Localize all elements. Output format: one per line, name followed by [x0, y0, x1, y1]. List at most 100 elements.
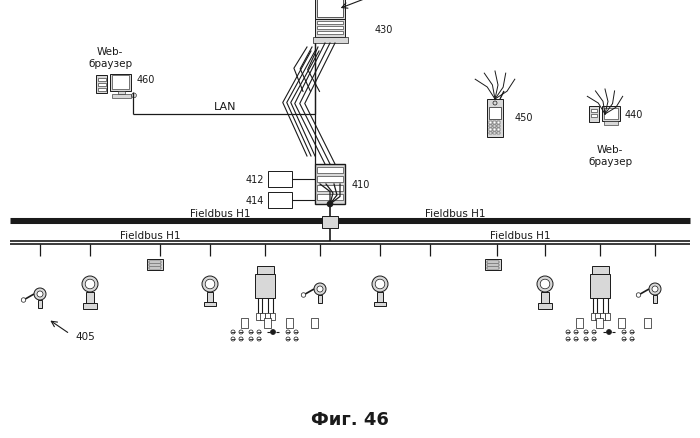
Bar — [487, 261, 498, 263]
Bar — [317, 0, 343, 18]
Bar — [497, 125, 500, 128]
Text: 430: 430 — [375, 25, 393, 35]
Bar — [605, 313, 610, 320]
Bar — [270, 313, 275, 320]
Bar — [83, 304, 97, 309]
Bar — [312, 38, 347, 44]
Bar — [317, 168, 343, 173]
Circle shape — [132, 94, 136, 99]
Circle shape — [622, 337, 626, 341]
Circle shape — [231, 337, 235, 341]
Circle shape — [202, 276, 218, 292]
Circle shape — [592, 330, 596, 334]
Text: 414: 414 — [246, 195, 264, 205]
Bar — [317, 177, 343, 183]
Bar — [600, 313, 605, 320]
Bar — [602, 106, 620, 121]
Circle shape — [239, 330, 243, 334]
Circle shape — [82, 276, 98, 292]
Circle shape — [636, 293, 641, 297]
Bar — [541, 292, 549, 304]
Circle shape — [286, 337, 290, 341]
Bar — [576, 318, 583, 328]
Bar — [149, 267, 160, 269]
Bar — [260, 313, 265, 320]
Bar — [538, 304, 552, 309]
Bar — [377, 292, 383, 302]
Text: Fieldbus H1: Fieldbus H1 — [120, 230, 181, 240]
Bar — [589, 107, 599, 123]
Bar — [322, 216, 338, 229]
Bar — [497, 129, 500, 131]
Text: 450: 450 — [515, 113, 533, 123]
Bar — [98, 79, 106, 82]
Bar — [315, 0, 345, 20]
Bar — [493, 125, 496, 128]
Circle shape — [231, 330, 235, 334]
Bar — [493, 129, 496, 131]
Bar — [149, 264, 160, 266]
Circle shape — [257, 330, 261, 334]
Circle shape — [21, 298, 26, 303]
Bar — [204, 302, 216, 307]
Circle shape — [584, 337, 588, 341]
Bar — [86, 292, 94, 304]
Bar — [489, 122, 492, 124]
Text: Fieldbus H1: Fieldbus H1 — [190, 208, 251, 219]
Circle shape — [257, 337, 261, 341]
Text: 405: 405 — [75, 331, 94, 341]
Circle shape — [205, 279, 215, 289]
Bar — [318, 295, 322, 303]
Circle shape — [294, 337, 298, 341]
Circle shape — [606, 330, 612, 335]
Circle shape — [317, 286, 323, 292]
Bar — [256, 266, 274, 274]
Circle shape — [372, 276, 388, 292]
Circle shape — [327, 201, 333, 208]
Circle shape — [574, 330, 578, 334]
Bar — [286, 318, 293, 328]
Bar — [489, 132, 492, 135]
Bar — [206, 292, 214, 302]
Bar — [487, 264, 498, 266]
Text: Web-
браузер: Web- браузер — [588, 145, 632, 166]
Bar — [493, 122, 496, 124]
Bar — [591, 110, 597, 113]
Circle shape — [566, 330, 570, 334]
Circle shape — [493, 102, 497, 106]
Bar — [315, 165, 345, 205]
Text: Fieldbus H1: Fieldbus H1 — [425, 208, 485, 219]
Circle shape — [249, 330, 253, 334]
Circle shape — [270, 330, 276, 335]
Circle shape — [301, 293, 306, 297]
Bar — [487, 267, 498, 269]
Bar — [590, 274, 610, 298]
Circle shape — [652, 286, 658, 292]
Bar — [112, 76, 130, 89]
Bar — [489, 125, 492, 128]
Text: 410: 410 — [352, 180, 370, 190]
Circle shape — [294, 330, 298, 334]
Circle shape — [540, 279, 550, 289]
Circle shape — [630, 337, 634, 341]
Bar — [618, 318, 625, 328]
Bar — [317, 186, 343, 191]
Circle shape — [566, 337, 570, 341]
Bar — [268, 193, 292, 208]
Bar — [497, 132, 500, 135]
Bar — [147, 259, 163, 271]
Bar — [591, 115, 597, 118]
Circle shape — [85, 279, 94, 289]
Circle shape — [622, 330, 626, 334]
Bar — [98, 88, 106, 92]
Bar — [317, 32, 343, 35]
Circle shape — [314, 283, 326, 295]
Bar — [595, 313, 600, 320]
Bar — [38, 300, 42, 308]
Bar — [256, 313, 260, 320]
Circle shape — [592, 337, 596, 341]
Bar — [317, 27, 343, 30]
Bar — [604, 108, 618, 119]
Bar — [111, 74, 131, 92]
Bar — [112, 94, 131, 99]
